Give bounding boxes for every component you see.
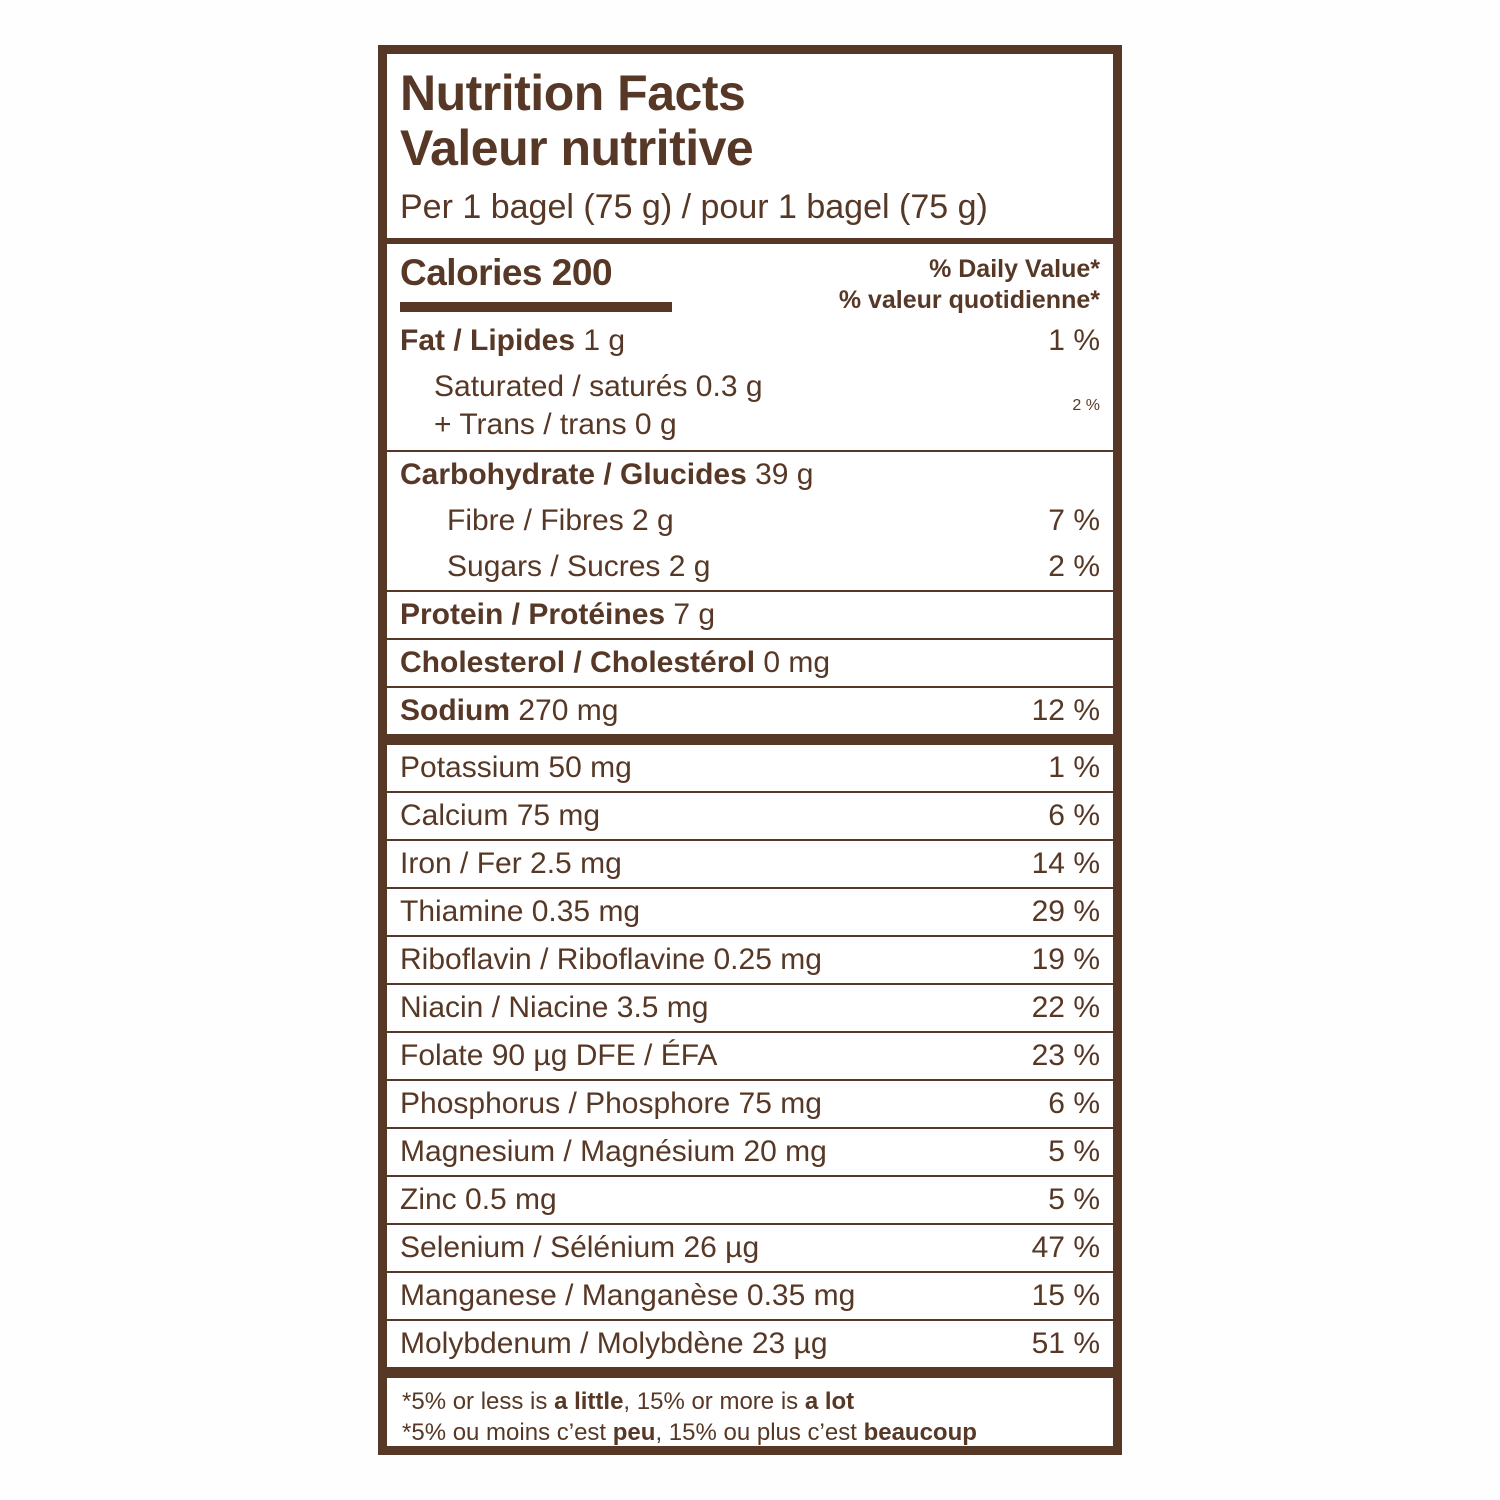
daily-value-header-en: % Daily Value* (929, 255, 1100, 283)
nutrient-row-thiamine: Thiamine 0.35 mg 29 % (387, 887, 1113, 935)
protein-label: Protein / Protéines 7 g (400, 597, 715, 633)
nutrition-facts-label: Nutrition Facts Valeur nutritive Per 1 b… (378, 45, 1122, 1455)
footnote-fr-bold-2: beaucoup (863, 1419, 977, 1446)
manganese-dv-percent: 15 % (1031, 1279, 1100, 1312)
calories-section: Calories 200 % Daily Value* % valeur quo… (387, 244, 1113, 318)
magnesium-label: Magnesium / Magnésium 20 mg (400, 1135, 827, 1168)
carbohydrate-amount: 39 g (746, 458, 814, 491)
phosphorus-dv-percent: 6 % (1048, 1087, 1100, 1120)
saturated-label: Saturated / saturés 0.3 g (434, 370, 763, 403)
fibre-dv-percent: 7 % (1048, 504, 1100, 537)
nutrient-row-sodium: Sodium 270 mg 12 % (387, 686, 1113, 734)
trans-label: + Trans / trans 0 g (434, 408, 677, 441)
header-divider-rule (387, 238, 1113, 244)
nutrient-row-sugars: Sugars / Sucres 2 g 2 % (387, 544, 1113, 590)
zinc-dv-percent: 5 % (1048, 1183, 1100, 1216)
riboflavin-label: Riboflavin / Riboflavine 0.25 mg (400, 943, 822, 976)
thiamine-label: Thiamine 0.35 mg (400, 895, 641, 928)
footnote-divider-bar (387, 1367, 1113, 1378)
calcium-dv-percent: 6 % (1048, 799, 1100, 832)
cholesterol-label-bold: Cholesterol / Cholestérol (400, 646, 756, 679)
nutrient-row-molybdenum: Molybdenum / Molybdène 23 µg 51 % (387, 1319, 1113, 1367)
carbohydrate-label-bold: Carbohydrate / Glucides (400, 458, 747, 491)
molybdenum-dv-percent: 51 % (1031, 1327, 1100, 1360)
carbohydrate-label: Carbohydrate / Glucides 39 g (400, 457, 814, 493)
magnesium-dv-percent: 5 % (1048, 1135, 1100, 1168)
sodium-label: Sodium 270 mg (400, 693, 618, 729)
label-title-fr: Valeur nutritive (400, 120, 754, 176)
nutrient-row-fat: Fat / Lipides 1 g 1 % (387, 318, 1113, 364)
protein-amount: 7 g (665, 598, 716, 631)
sodium-amount: 270 mg (510, 694, 619, 727)
nutrient-row-niacin: Niacin / Niacine 3.5 mg 22 % (387, 983, 1113, 1031)
sodium-dv-percent: 12 % (1031, 694, 1100, 727)
fat-dv-percent: 1 % (1048, 324, 1100, 357)
nutrient-row-fibre: Fibre / Fibres 2 g 7 % (387, 498, 1113, 544)
nutrient-row-selenium: Selenium / Sélénium 26 µg 47 % (387, 1223, 1113, 1271)
macro-micro-divider-bar (387, 734, 1113, 745)
calories-underline-bar (400, 302, 672, 312)
cholesterol-amount: 0 mg (755, 646, 831, 679)
selenium-dv-percent: 47 % (1031, 1231, 1100, 1264)
nutrient-row-potassium: Potassium 50 mg 1 % (387, 745, 1113, 791)
nutrient-row-saturated-trans: Saturated / saturés 0.3 g + Trans / tran… (387, 364, 1113, 450)
saturated-trans-lines: Saturated / saturés 0.3 g + Trans / tran… (400, 368, 763, 444)
footnote-en: *5% or less is a little, 15% or more is … (387, 1378, 1113, 1417)
fat-amount: 1 g (575, 324, 626, 357)
footnote-fr-text-1: *5% ou moins c’est (402, 1419, 613, 1446)
daily-value-header-fr: % valeur quotidienne* (838, 286, 1100, 314)
nutrient-row-iron: Iron / Fer 2.5 mg 14 % (387, 839, 1113, 887)
protein-label-bold: Protein / Protéines (400, 598, 666, 631)
footnote-fr-text-2: , 15% ou plus c’est (655, 1419, 864, 1446)
footnote-en-bold-1: a little (554, 1388, 624, 1415)
iron-label: Iron / Fer 2.5 mg (400, 847, 622, 880)
phosphorus-label: Phosphorus / Phosphore 75 mg (400, 1087, 822, 1120)
nutrient-row-carbohydrate: Carbohydrate / Glucides 39 g (387, 450, 1113, 498)
calcium-label: Calcium 75 mg (400, 799, 601, 832)
footnote-fr-bold-1: peu (612, 1419, 656, 1446)
nutrient-row-calcium: Calcium 75 mg 6 % (387, 791, 1113, 839)
footnote-fr: *5% ou moins c’est peu, 15% ou plus c’es… (387, 1417, 1113, 1446)
folate-dv-percent: 23 % (1031, 1039, 1100, 1072)
calories-block: Calories 200 (400, 251, 672, 316)
fat-label-bold: Fat / Lipides (400, 324, 576, 357)
selenium-label: Selenium / Sélénium 26 µg (400, 1231, 760, 1264)
riboflavin-dv-percent: 19 % (1031, 943, 1100, 976)
nutrient-row-cholesterol: Cholesterol / Cholestérol 0 mg (387, 638, 1113, 686)
niacin-dv-percent: 22 % (1031, 991, 1100, 1024)
nutrient-row-magnesium: Magnesium / Magnésium 20 mg 5 % (387, 1127, 1113, 1175)
niacin-label: Niacin / Niacine 3.5 mg (400, 991, 709, 1024)
manganese-label: Manganese / Manganèse 0.35 mg (400, 1279, 856, 1312)
zinc-label: Zinc 0.5 mg (400, 1183, 557, 1216)
sodium-label-bold: Sodium (400, 694, 510, 727)
cholesterol-label: Cholesterol / Cholestérol 0 mg (400, 645, 830, 681)
sugars-label: Sugars / Sucres 2 g (447, 550, 711, 583)
saturated-trans-dv-percent: 2 % (1072, 397, 1100, 414)
nutrient-row-phosphorus: Phosphorus / Phosphore 75 mg 6 % (387, 1079, 1113, 1127)
footnote-en-text-2: , 15% or more is (623, 1388, 805, 1415)
fibre-label: Fibre / Fibres 2 g (447, 504, 674, 537)
nutrient-row-manganese: Manganese / Manganèse 0.35 mg 15 % (387, 1271, 1113, 1319)
serving-size: Per 1 bagel (75 g) / pour 1 bagel (75 g) (400, 188, 988, 226)
footnote-en-bold-2: a lot (804, 1388, 855, 1415)
sugars-dv-percent: 2 % (1048, 550, 1100, 583)
molybdenum-label: Molybdenum / Molybdène 23 µg (400, 1327, 828, 1360)
nutrient-row-folate: Folate 90 µg DFE / ÉFA 23 % (387, 1031, 1113, 1079)
label-title-en: Nutrition Facts (400, 65, 746, 121)
potassium-dv-percent: 1 % (1048, 751, 1100, 784)
fat-label: Fat / Lipides 1 g (400, 323, 625, 359)
potassium-label: Potassium 50 mg (400, 751, 632, 784)
folate-label: Folate 90 µg DFE / ÉFA (400, 1039, 718, 1072)
nutrient-row-zinc: Zinc 0.5 mg 5 % (387, 1175, 1113, 1223)
daily-value-header: % Daily Value* % valeur quotidienne* (839, 251, 1100, 316)
nutrient-row-riboflavin: Riboflavin / Riboflavine 0.25 mg 19 % (387, 935, 1113, 983)
nutrient-row-protein: Protein / Protéines 7 g (387, 590, 1113, 638)
calories-value: Calories 200 (400, 252, 613, 293)
iron-dv-percent: 14 % (1031, 847, 1100, 880)
footnote-en-text-1: *5% or less is (402, 1388, 555, 1415)
thiamine-dv-percent: 29 % (1031, 895, 1100, 928)
